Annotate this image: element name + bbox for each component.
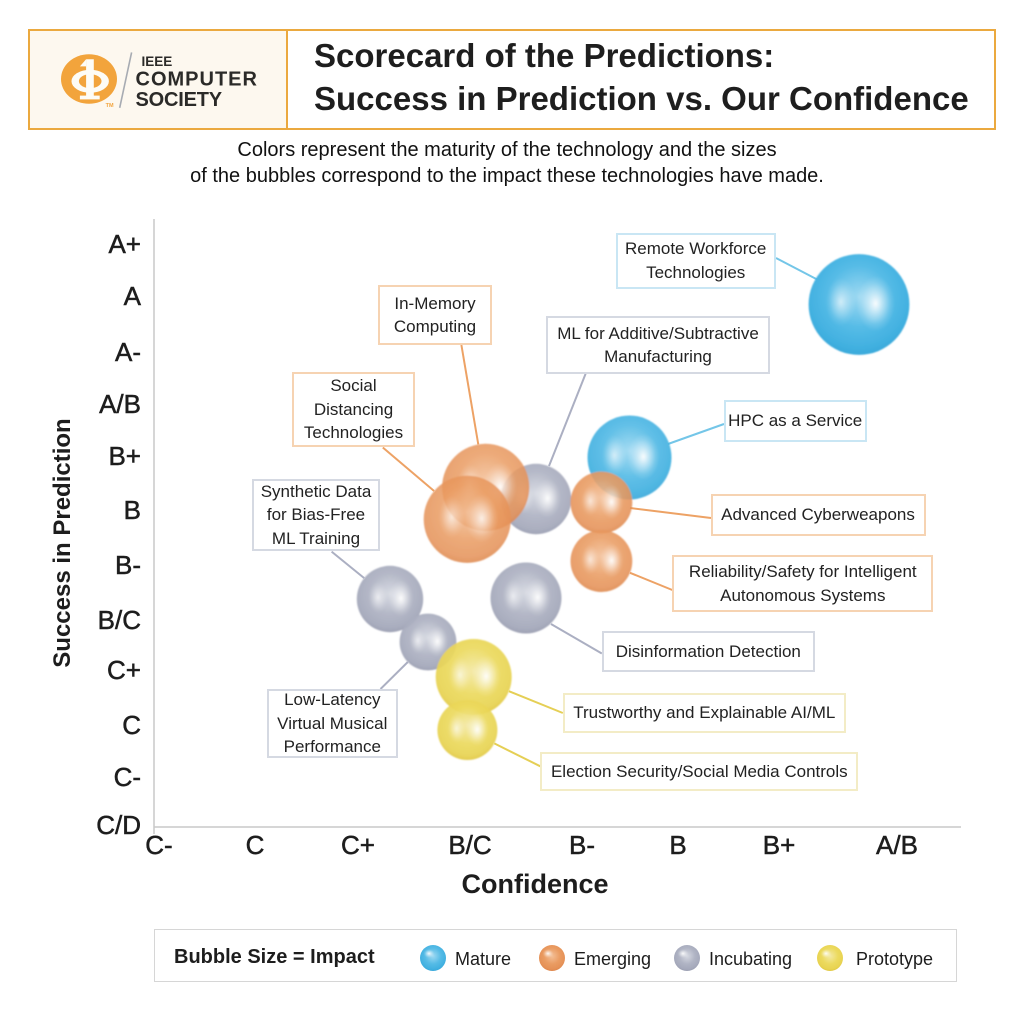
- svg-text:COMPUTER: COMPUTER: [136, 69, 258, 91]
- svg-text:IEEE: IEEE: [142, 54, 173, 69]
- svg-text:TM: TM: [106, 103, 114, 109]
- svg-text:SOCIETY: SOCIETY: [136, 89, 223, 111]
